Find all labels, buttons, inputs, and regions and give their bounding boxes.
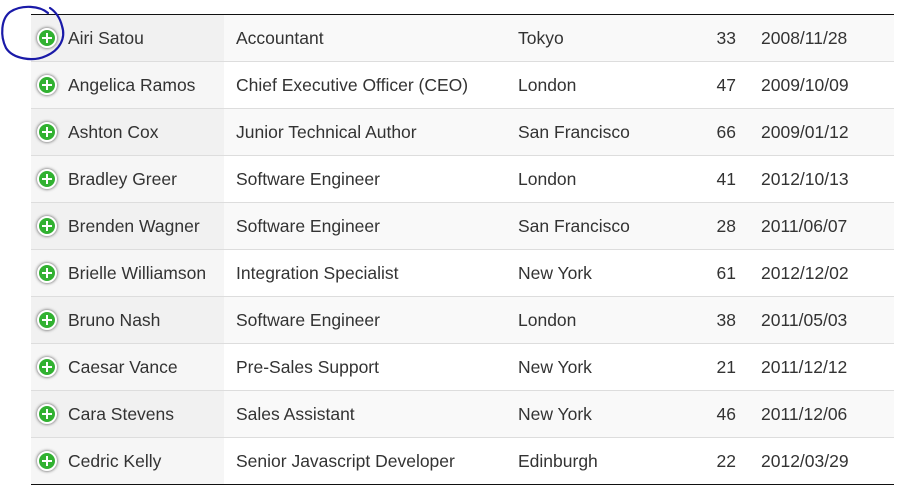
age-cell: 46 bbox=[716, 404, 736, 424]
table-row[interactable]: Caesar Vance Pre-Sales Support New York … bbox=[31, 343, 894, 390]
plus-circle-icon[interactable] bbox=[37, 75, 57, 95]
age-cell: 61 bbox=[716, 263, 736, 283]
age-cell: 33 bbox=[716, 28, 736, 48]
employee-name: Bruno Nash bbox=[68, 310, 161, 330]
office-cell: New York bbox=[518, 357, 592, 377]
office-cell: San Francisco bbox=[518, 216, 630, 236]
start-date-cell: 2009/01/12 bbox=[761, 122, 849, 142]
employee-name: Brenden Wagner bbox=[68, 216, 200, 236]
table-row[interactable]: Cedric Kelly Senior Javascript Developer… bbox=[31, 437, 894, 484]
position-cell: Integration Specialist bbox=[236, 263, 399, 283]
position-cell: Chief Executive Officer (CEO) bbox=[236, 75, 469, 95]
position-cell: Software Engineer bbox=[236, 310, 380, 330]
table-row[interactable]: Ashton Cox Junior Technical Author San F… bbox=[31, 108, 894, 155]
office-cell: London bbox=[518, 310, 577, 330]
name-cell: Bruno Nash bbox=[31, 297, 224, 343]
name-cell: Cara Stevens bbox=[31, 391, 224, 437]
employee-name: Ashton Cox bbox=[68, 122, 159, 142]
age-cell: 47 bbox=[716, 75, 736, 95]
employee-name: Airi Satou bbox=[68, 28, 144, 48]
employee-name: Brielle Williamson bbox=[68, 263, 207, 283]
name-cell: Brielle Williamson bbox=[31, 250, 224, 296]
table-row[interactable]: Bradley Greer Software Engineer London 4… bbox=[31, 155, 894, 202]
table-row[interactable]: Brenden Wagner Software Engineer San Fra… bbox=[31, 202, 894, 249]
start-date-cell: 2012/10/13 bbox=[761, 169, 849, 189]
office-cell: New York bbox=[518, 263, 592, 283]
position-cell: Software Engineer bbox=[236, 169, 380, 189]
table-row[interactable]: Angelica Ramos Chief Executive Officer (… bbox=[31, 61, 894, 108]
plus-circle-icon[interactable] bbox=[37, 28, 57, 48]
position-cell: Software Engineer bbox=[236, 216, 380, 236]
start-date-cell: 2008/11/28 bbox=[761, 28, 848, 48]
name-cell: Caesar Vance bbox=[31, 344, 224, 390]
employee-name: Angelica Ramos bbox=[68, 75, 196, 95]
position-cell: Pre-Sales Support bbox=[236, 357, 379, 377]
office-cell: New York bbox=[518, 404, 592, 424]
age-cell: 41 bbox=[716, 169, 736, 189]
start-date-cell: 2011/05/03 bbox=[761, 310, 848, 330]
start-date-cell: 2011/12/12 bbox=[761, 357, 848, 377]
name-cell: Cedric Kelly bbox=[31, 438, 224, 484]
age-cell: 21 bbox=[716, 357, 736, 377]
name-cell: Ashton Cox bbox=[31, 109, 224, 155]
employee-name: Caesar Vance bbox=[68, 357, 178, 377]
office-cell: San Francisco bbox=[518, 122, 630, 142]
employee-table: Airi Satou Accountant Tokyo 33 2008/11/2… bbox=[31, 14, 894, 485]
age-cell: 66 bbox=[716, 122, 736, 142]
start-date-cell: 2011/06/07 bbox=[761, 216, 848, 236]
plus-circle-icon[interactable] bbox=[37, 216, 57, 236]
office-cell: Edinburgh bbox=[518, 451, 598, 471]
table-row[interactable]: Brielle Williamson Integration Specialis… bbox=[31, 249, 894, 296]
age-cell: 22 bbox=[716, 451, 736, 471]
plus-circle-icon[interactable] bbox=[37, 451, 57, 471]
age-cell: 38 bbox=[716, 310, 736, 330]
name-cell: Brenden Wagner bbox=[31, 203, 224, 249]
table-row[interactable]: Airi Satou Accountant Tokyo 33 2008/11/2… bbox=[31, 15, 894, 61]
employee-name: Bradley Greer bbox=[68, 169, 177, 189]
age-cell: 28 bbox=[716, 216, 736, 236]
name-cell: Airi Satou bbox=[31, 15, 224, 61]
office-cell: London bbox=[518, 75, 577, 95]
plus-circle-icon[interactable] bbox=[37, 263, 57, 283]
start-date-cell: 2011/12/06 bbox=[761, 404, 848, 424]
name-cell: Bradley Greer bbox=[31, 156, 224, 202]
office-cell: Tokyo bbox=[518, 28, 564, 48]
plus-circle-icon[interactable] bbox=[37, 122, 57, 142]
plus-circle-icon[interactable] bbox=[37, 357, 57, 377]
start-date-cell: 2012/12/02 bbox=[761, 263, 849, 283]
position-cell: Sales Assistant bbox=[236, 404, 355, 424]
plus-circle-icon[interactable] bbox=[37, 310, 57, 330]
position-cell: Senior Javascript Developer bbox=[236, 451, 455, 471]
start-date-cell: 2012/03/29 bbox=[761, 451, 849, 471]
name-cell: Angelica Ramos bbox=[31, 62, 224, 108]
table-row[interactable]: Cara Stevens Sales Assistant New York 46… bbox=[31, 390, 894, 437]
position-cell: Accountant bbox=[236, 28, 324, 48]
table-row[interactable]: Bruno Nash Software Engineer London 38 2… bbox=[31, 296, 894, 343]
start-date-cell: 2009/10/09 bbox=[761, 75, 849, 95]
employee-name: Cara Stevens bbox=[68, 404, 175, 424]
plus-circle-icon[interactable] bbox=[37, 169, 57, 189]
office-cell: London bbox=[518, 169, 577, 189]
plus-circle-icon[interactable] bbox=[37, 404, 57, 424]
position-cell: Junior Technical Author bbox=[236, 122, 417, 142]
employee-name: Cedric Kelly bbox=[68, 451, 162, 471]
